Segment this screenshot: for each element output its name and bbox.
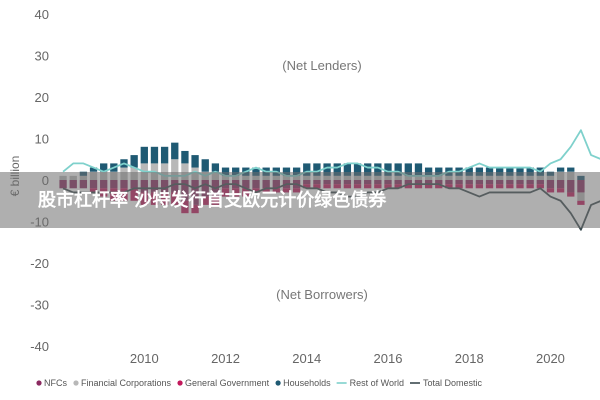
y-tick-label: 10 (35, 132, 49, 147)
headline-banner (0, 172, 600, 228)
legend-marker (275, 380, 281, 386)
bar-households (313, 163, 321, 176)
bar-households (303, 163, 311, 176)
bar-households (171, 142, 179, 160)
legend-entry: General Government (185, 378, 270, 388)
bar-households (567, 167, 575, 172)
x-tick-label: 2010 (130, 351, 159, 366)
bar-households (221, 167, 230, 176)
bar-households (424, 167, 433, 176)
legend-entry: Total Domestic (423, 378, 483, 388)
bar-households (353, 163, 362, 176)
x-tick-label: 2012 (211, 351, 240, 366)
legend: NFCs Financial Corporations General Govern… (36, 378, 483, 388)
bar-households (232, 167, 240, 176)
bar-households (89, 167, 98, 172)
bar-households (150, 146, 159, 164)
headline-text: 股市杠杆率 沙特发行首支欧元计价绿色债券 (38, 190, 387, 211)
bar-financial-corporations (171, 159, 179, 180)
bar-households (100, 163, 108, 172)
bar-households (211, 163, 220, 172)
y-tick-label: 20 (35, 90, 49, 105)
y-tick-label: -30 (30, 298, 49, 313)
x-tick-label: 2014 (292, 351, 321, 366)
y-tick-label: -20 (30, 256, 49, 271)
bar-households (333, 163, 341, 176)
y-tick-label: 30 (35, 49, 49, 64)
bar-households (160, 146, 169, 164)
bar-households (140, 146, 148, 164)
annotation-net-lenders: (Net Lenders) (282, 58, 361, 73)
bar-households (516, 167, 524, 176)
bar-households (201, 159, 209, 172)
bar-households (252, 167, 260, 176)
bar-households (496, 167, 504, 176)
bar-households (191, 155, 199, 168)
bar-households (414, 163, 423, 176)
bar-households (556, 167, 565, 172)
bar-households (384, 163, 392, 176)
legend-marker (73, 380, 79, 386)
x-tick-label: 2020 (536, 351, 565, 366)
bar-households (435, 167, 443, 176)
bar-households (130, 155, 138, 168)
bar-households (526, 167, 534, 176)
x-tick-label: 2018 (455, 351, 484, 366)
bar-households (404, 163, 412, 176)
bar-households (323, 163, 331, 176)
y-tick-label: -40 (30, 339, 49, 354)
legend-marker (36, 380, 42, 386)
legend-entry: Households (283, 378, 331, 388)
y-tick-label: 40 (35, 7, 49, 22)
bar-households (292, 167, 301, 176)
legend-marker (177, 380, 183, 386)
bar-households (343, 163, 352, 176)
x-tick-label: 2016 (374, 351, 403, 366)
bar-households (485, 167, 494, 176)
bar-households (506, 167, 514, 176)
bar-households (181, 150, 189, 164)
legend-entry: Financial Corporations (81, 378, 172, 388)
bar-households (282, 167, 291, 176)
legend-entry: NFCs (44, 378, 67, 388)
bar-households (465, 167, 473, 176)
legend-entry: Rest of World (350, 378, 404, 388)
bar-households (475, 167, 484, 176)
x-axis-tick-labels: 2010 2012 2014 2016 2018 2020 (130, 351, 565, 366)
bar-households (374, 163, 382, 176)
bar-households (394, 163, 402, 176)
bar-financial-corporations (160, 163, 169, 180)
bar-households (364, 163, 372, 176)
annotation-net-borrowers: (Net Borrowers) (276, 287, 368, 302)
bar-financial-corporations (181, 163, 189, 180)
